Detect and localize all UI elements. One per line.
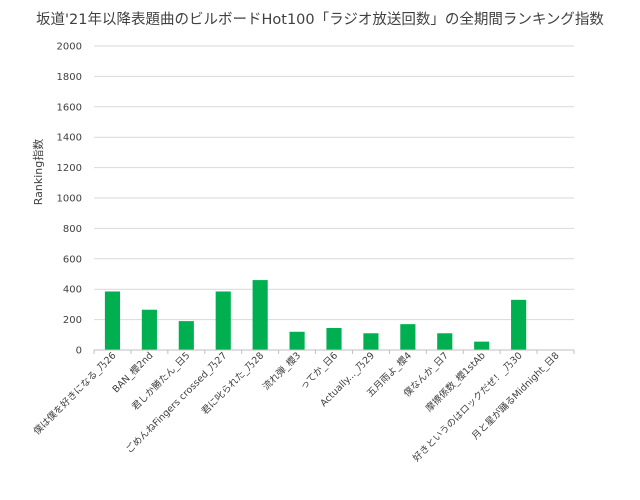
bar xyxy=(178,321,194,350)
bar xyxy=(215,291,231,350)
y-tick-label: 1200 xyxy=(57,163,82,174)
y-axis-label: Ranking指数 xyxy=(31,139,45,206)
y-tick-label: 1400 xyxy=(57,133,82,144)
bar xyxy=(474,341,490,350)
y-tick-label: 1000 xyxy=(57,194,82,205)
bar xyxy=(141,309,157,350)
y-tick-label: 400 xyxy=(63,285,82,296)
tick-labels: 0 200 400 600 800 1000 1200 1400 1600 1800 2000 僕は僕… xyxy=(31,42,562,465)
bars xyxy=(104,280,527,350)
bar xyxy=(252,280,268,350)
bar xyxy=(289,331,305,350)
chart-title: 坂道'21年以降表題曲のビルボードHot100「ラジオ放送回数」の全期間ランキン… xyxy=(36,12,604,28)
bar xyxy=(400,324,416,350)
y-tick-label: 2000 xyxy=(57,42,82,53)
x-tick-label: 流れ弾_櫻3 xyxy=(260,350,303,393)
bar xyxy=(104,291,121,350)
y-tick-label: 0 xyxy=(76,346,82,357)
bar xyxy=(363,333,379,350)
bar xyxy=(437,333,453,350)
y-tick-label: 1800 xyxy=(57,72,82,83)
gridlines xyxy=(94,45,574,321)
y-tick-label: 1600 xyxy=(57,102,82,113)
y-tick-label: 200 xyxy=(63,315,82,326)
axes xyxy=(93,349,575,354)
y-tick-label: 600 xyxy=(63,254,82,265)
bar xyxy=(326,327,342,350)
y-tick-label: 800 xyxy=(63,224,82,235)
bar xyxy=(511,299,527,350)
x-tick-label: 僕は僕を好きになる_乃26 xyxy=(31,350,119,438)
x-tick-label: 君に叱られた_乃28 xyxy=(200,350,267,417)
